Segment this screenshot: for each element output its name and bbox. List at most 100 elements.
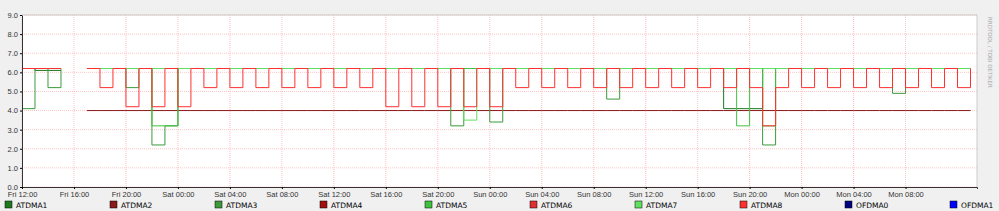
tick-label: Mon 04:00 xyxy=(836,190,871,199)
legend-swatch xyxy=(950,201,957,208)
x-tick: Mon 04:00 xyxy=(836,187,871,199)
tick-mark xyxy=(282,187,283,189)
grid-line xyxy=(853,15,854,187)
x-axis: Fri 12:00 Fri 16:00 Fri 20:00 Sat 00:00 Sat … xyxy=(8,187,978,199)
x-tick: Sun 12:00 xyxy=(629,187,663,199)
x-tick: Fri 20:00 xyxy=(112,187,142,199)
tick-mark xyxy=(126,187,127,189)
tick-mark xyxy=(22,187,23,189)
legend-label: OFDMA1 xyxy=(961,201,994,210)
background xyxy=(0,0,999,211)
x-tick: Mon 08:00 xyxy=(888,187,923,199)
grid xyxy=(22,15,977,187)
x-tick: Sat 16:00 xyxy=(370,187,402,199)
grid-line xyxy=(22,34,977,35)
x-tick: Sun 04:00 xyxy=(525,187,559,199)
legend-swatch xyxy=(530,201,537,208)
tick-mark xyxy=(74,187,75,189)
tick-mark xyxy=(334,187,335,189)
tick-label: 5.0 xyxy=(8,87,18,96)
tick-mark xyxy=(20,149,22,150)
y-tick: 1.0 xyxy=(8,164,22,173)
grid-line xyxy=(229,15,230,187)
x-tick: Sun 08:00 xyxy=(577,187,611,199)
y-axis: 0.01.02.03.04.05.06.07.08.09.0 xyxy=(8,11,23,192)
y-tick: 9.0 xyxy=(8,11,22,20)
series-line xyxy=(22,69,971,111)
x-tick: Sat 12:00 xyxy=(318,187,350,199)
legend-label: ATDMA6 xyxy=(541,201,573,210)
x-tick: Sat 20:00 xyxy=(422,187,454,199)
legend-label: OFDMA0 xyxy=(856,201,889,210)
grid-line xyxy=(73,15,74,187)
tick-label: Sun 04:00 xyxy=(525,190,559,199)
tick-mark xyxy=(20,53,22,54)
plot-background xyxy=(22,15,977,187)
y-tick: 6.0 xyxy=(8,68,22,77)
legend-label: ATDMA5 xyxy=(436,201,468,210)
legend-swatch xyxy=(425,201,432,208)
y-tick: 4.0 xyxy=(8,106,22,115)
legend-label: ATDMA8 xyxy=(751,201,783,210)
tick-label: Sat 12:00 xyxy=(318,190,350,199)
series-line xyxy=(22,69,971,145)
tick-mark xyxy=(20,130,22,131)
legend: ATDMA1ATDMA2ATDMA3ATDMA4ATDMA5ATDMA6ATDM… xyxy=(5,201,994,210)
legend-swatch xyxy=(740,201,747,208)
legend-swatch xyxy=(215,201,222,208)
tick-mark xyxy=(438,187,439,189)
annotation: RRDTOOL / TOBI OETIKER xyxy=(987,17,993,88)
tick-label: 8.0 xyxy=(8,30,18,39)
tick-label: Sat 20:00 xyxy=(422,190,454,199)
grid-line xyxy=(333,15,334,187)
tick-mark xyxy=(750,187,751,189)
y-tick: 5.0 xyxy=(8,87,22,96)
tick-mark xyxy=(646,187,647,189)
tick-mark xyxy=(20,111,22,112)
grid-line xyxy=(905,15,906,187)
x-tick: Sun 20:00 xyxy=(733,187,767,199)
frame xyxy=(977,15,978,187)
grid-line xyxy=(645,15,646,187)
x-tick: Fri 12:00 xyxy=(8,187,38,199)
axis-line xyxy=(20,16,23,188)
tick-mark xyxy=(20,187,22,188)
tick-label: Sun 08:00 xyxy=(577,190,611,199)
tick-mark xyxy=(20,168,22,169)
tick-mark xyxy=(20,15,22,16)
tick-label: Fri 20:00 xyxy=(112,190,142,199)
tick-mark xyxy=(20,72,22,73)
x-tick: Sat 04:00 xyxy=(214,187,246,199)
tick-mark xyxy=(230,187,231,189)
x-tick: Sun 16:00 xyxy=(681,187,715,199)
x-tick: Sat 00:00 xyxy=(162,187,194,199)
grid-line xyxy=(281,15,282,187)
x-tick: Mon 00:00 xyxy=(784,187,819,199)
tick-label: Fri 16:00 xyxy=(60,190,90,199)
legend-label: ATDMA4 xyxy=(331,201,363,210)
tick-mark xyxy=(386,187,387,189)
legend-swatch xyxy=(110,201,117,208)
tick-label: Sun 16:00 xyxy=(681,190,715,199)
grid-line xyxy=(801,15,802,187)
tick-label: Sat 04:00 xyxy=(214,190,246,199)
series-line xyxy=(22,69,971,121)
legend-swatch xyxy=(5,201,12,208)
tick-label: Sun 00:00 xyxy=(473,190,507,199)
grid-line xyxy=(22,15,977,16)
grid-line xyxy=(22,148,977,149)
tick-label: Mon 08:00 xyxy=(888,190,923,199)
tick-label: 3.0 xyxy=(8,126,18,135)
tick-label: 1.0 xyxy=(8,164,18,173)
legend-label: ATDMA1 xyxy=(16,201,48,210)
grid-line xyxy=(593,15,594,187)
tick-label: 6.0 xyxy=(8,68,18,77)
chart: 0.01.02.03.04.05.06.07.08.09.0Fri 12:00F… xyxy=(0,0,999,211)
legend-swatch xyxy=(845,201,852,208)
x-tick: Sat 08:00 xyxy=(266,187,298,199)
tick-label: Fri 12:00 xyxy=(8,190,38,199)
tick-mark xyxy=(20,91,22,92)
tick-mark xyxy=(490,187,491,189)
legend-label: ATDMA3 xyxy=(226,201,258,210)
tick-mark xyxy=(542,187,543,189)
